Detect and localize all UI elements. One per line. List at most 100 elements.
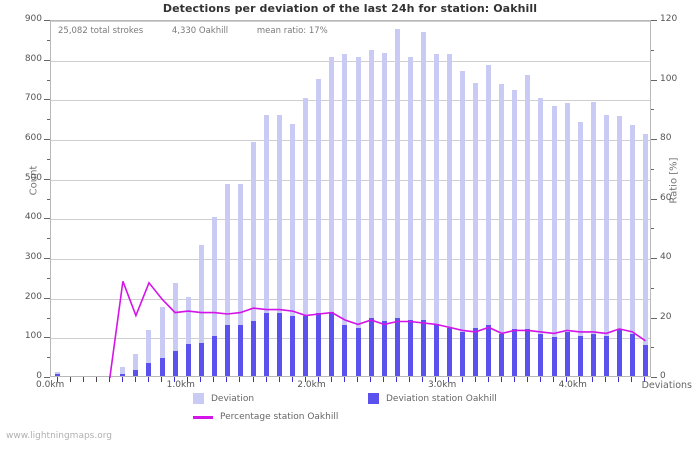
x-axis-tick — [187, 377, 189, 382]
x-axis-tick-label: 2.0km — [297, 380, 326, 390]
legend-label-deviation: Deviation — [211, 393, 255, 404]
bar-deviation — [420, 31, 426, 376]
y-axis-left-tick-label: 0 — [36, 371, 42, 381]
y-axis-right-tick — [651, 317, 657, 319]
percentage-line-path — [109, 281, 646, 379]
bar-deviation-station — [55, 374, 61, 376]
x-axis-tick-label: 1.0km — [166, 380, 195, 390]
bar-deviation — [629, 125, 635, 376]
bar-deviation-station — [224, 325, 230, 376]
bar-deviation — [355, 56, 361, 376]
x-axis-tick — [618, 377, 620, 382]
bar-deviation-station — [355, 327, 361, 376]
y-axis-left-minor-tick — [47, 238, 50, 240]
bar-deviation-station — [185, 344, 191, 376]
bar-deviation-station — [303, 315, 309, 376]
bar-deviation — [499, 84, 505, 376]
bar-deviation-station — [499, 334, 505, 376]
bar-deviation-station — [368, 318, 374, 376]
x-axis-tick — [409, 377, 411, 382]
y-axis-left-tick — [44, 99, 50, 101]
bar-deviation — [616, 116, 622, 376]
y-axis-left-minor-tick — [47, 198, 50, 200]
x-axis-tick — [435, 377, 437, 382]
x-axis-tick — [631, 377, 633, 382]
bar-deviation-station — [133, 370, 139, 376]
bar-deviation-station — [446, 328, 452, 376]
plot-area — [50, 20, 651, 379]
x-axis-tick — [200, 377, 202, 382]
bar-deviation-station — [590, 334, 596, 376]
y-axis-right-minor-tick — [651, 109, 654, 111]
y-axis-right-minor-tick — [651, 287, 654, 289]
legend-item-deviation[interactable]: Deviation — [193, 393, 254, 404]
legend-label-deviation-station: Deviation station Oakhill — [386, 393, 497, 404]
bar-deviation — [303, 98, 309, 376]
y-axis-left-minor-tick — [47, 357, 50, 359]
bar-deviation — [551, 106, 557, 376]
bar-deviation-station — [525, 329, 531, 376]
bar-deviation — [172, 282, 178, 376]
x-axis-tick — [357, 377, 359, 382]
x-axis-tick — [422, 377, 424, 382]
y-axis-left-minor-tick — [47, 158, 50, 160]
bar-deviation — [433, 53, 439, 376]
x-axis-tick-label: 4.0km — [558, 380, 587, 390]
x-axis-tick — [370, 377, 372, 382]
bar-deviation-station — [512, 329, 518, 376]
y-axis-left-tick — [44, 139, 50, 140]
bar-deviation — [159, 306, 165, 376]
gridline — [51, 338, 650, 340]
x-axis-tick — [265, 377, 267, 382]
y-axis-right-tick-label: 40 — [660, 252, 672, 262]
y-axis-right-tick — [651, 198, 657, 200]
bar-deviation — [277, 115, 283, 376]
bar-deviation — [590, 102, 596, 376]
x-axis-tick — [56, 377, 58, 382]
legend-item-percentage[interactable]: Percentage station Oakhill — [193, 412, 338, 422]
x-axis-tick — [330, 377, 332, 382]
bar-deviation-station — [394, 318, 400, 376]
y-axis-left-minor-tick — [47, 39, 50, 41]
bar-deviation — [394, 28, 400, 376]
bar-deviation — [251, 141, 256, 376]
y-axis-right-tick — [651, 139, 657, 140]
y-axis-left-tick — [44, 258, 50, 259]
bar-deviation-station — [316, 313, 322, 376]
y-axis-left-minor-tick — [47, 119, 50, 121]
bar-deviation — [446, 53, 452, 376]
x-axis-tick — [396, 377, 398, 382]
y-axis-left-tick — [44, 337, 50, 339]
x-axis-tick — [487, 377, 489, 382]
x-axis-tick — [317, 377, 319, 382]
bar-deviation — [55, 372, 61, 376]
x-axis-tick — [461, 377, 463, 382]
bar-deviation-station — [251, 321, 256, 376]
x-axis-tick — [383, 377, 385, 382]
y-axis-right-tick — [651, 377, 657, 378]
bar-deviation — [460, 71, 466, 376]
x-axis-tick — [513, 377, 515, 382]
y-axis-right-minor-tick — [651, 49, 654, 51]
bar-deviation — [224, 183, 230, 376]
legend-item-deviation-station[interactable]: Deviation station Oakhill — [368, 393, 497, 404]
bar-deviation-station — [329, 311, 335, 376]
y-axis-right-title: Ratio [%] — [668, 157, 680, 204]
y-axis-right-tick-label: 60 — [660, 192, 672, 203]
x-axis-tick — [121, 377, 123, 382]
x-axis-tick — [539, 377, 541, 382]
mean-ratio-label: mean ratio: 17% — [256, 26, 328, 36]
y-axis-right-tick — [651, 258, 657, 259]
percentage-line — [109, 281, 646, 379]
bar-deviation-station — [290, 315, 296, 376]
bar-deviation-station — [277, 313, 283, 376]
bar-deviation — [211, 217, 217, 376]
bar-deviation-station — [538, 334, 544, 376]
y-axis-right-minor-tick — [651, 228, 654, 230]
bar-deviation-station — [577, 336, 583, 376]
bar-deviation — [538, 98, 544, 376]
bar-deviation-station — [407, 320, 413, 376]
y-axis-left-tick-label: 400 — [24, 212, 42, 223]
chart-title: Detections per deviation of the last 24h… — [162, 2, 538, 15]
y-axis-left-tick — [44, 20, 50, 21]
